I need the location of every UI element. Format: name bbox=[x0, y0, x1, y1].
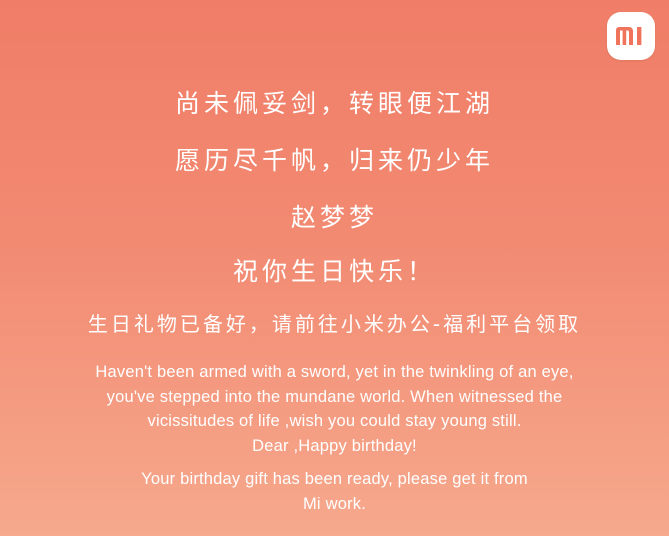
english-gift-line-1: Your birthday gift has been ready, pleas… bbox=[141, 470, 528, 488]
poem-line-2: 愿历尽千帆，归来仍少年 bbox=[174, 146, 494, 175]
recipient-name: 赵梦梦 bbox=[290, 203, 378, 232]
english-line-4: Dear ,Happy birthday! bbox=[252, 436, 417, 455]
mi-logo-icon bbox=[607, 12, 655, 60]
english-gift-notice: Your birthday gift has been ready, pleas… bbox=[0, 467, 669, 516]
english-line-3: vicissitudes of life ,wish you could sta… bbox=[147, 412, 522, 430]
english-line-1: Haven't been armed with a sword, yet in … bbox=[95, 363, 574, 381]
english-gift-line-2: Mi work. bbox=[302, 494, 367, 513]
greeting-cn: 祝你生日快乐！ bbox=[232, 257, 436, 286]
gift-notice-cn: 生日礼物已备好，请前往小米办公-福利平台领取 bbox=[87, 312, 582, 336]
mi-logo-glyph bbox=[616, 27, 642, 45]
poem-line-1: 尚未佩妥剑，转眼便江湖 bbox=[174, 89, 494, 118]
english-message: Haven't been armed with a sword, yet in … bbox=[0, 360, 669, 458]
english-line-2: you've stepped into the mundane world. W… bbox=[106, 387, 563, 406]
